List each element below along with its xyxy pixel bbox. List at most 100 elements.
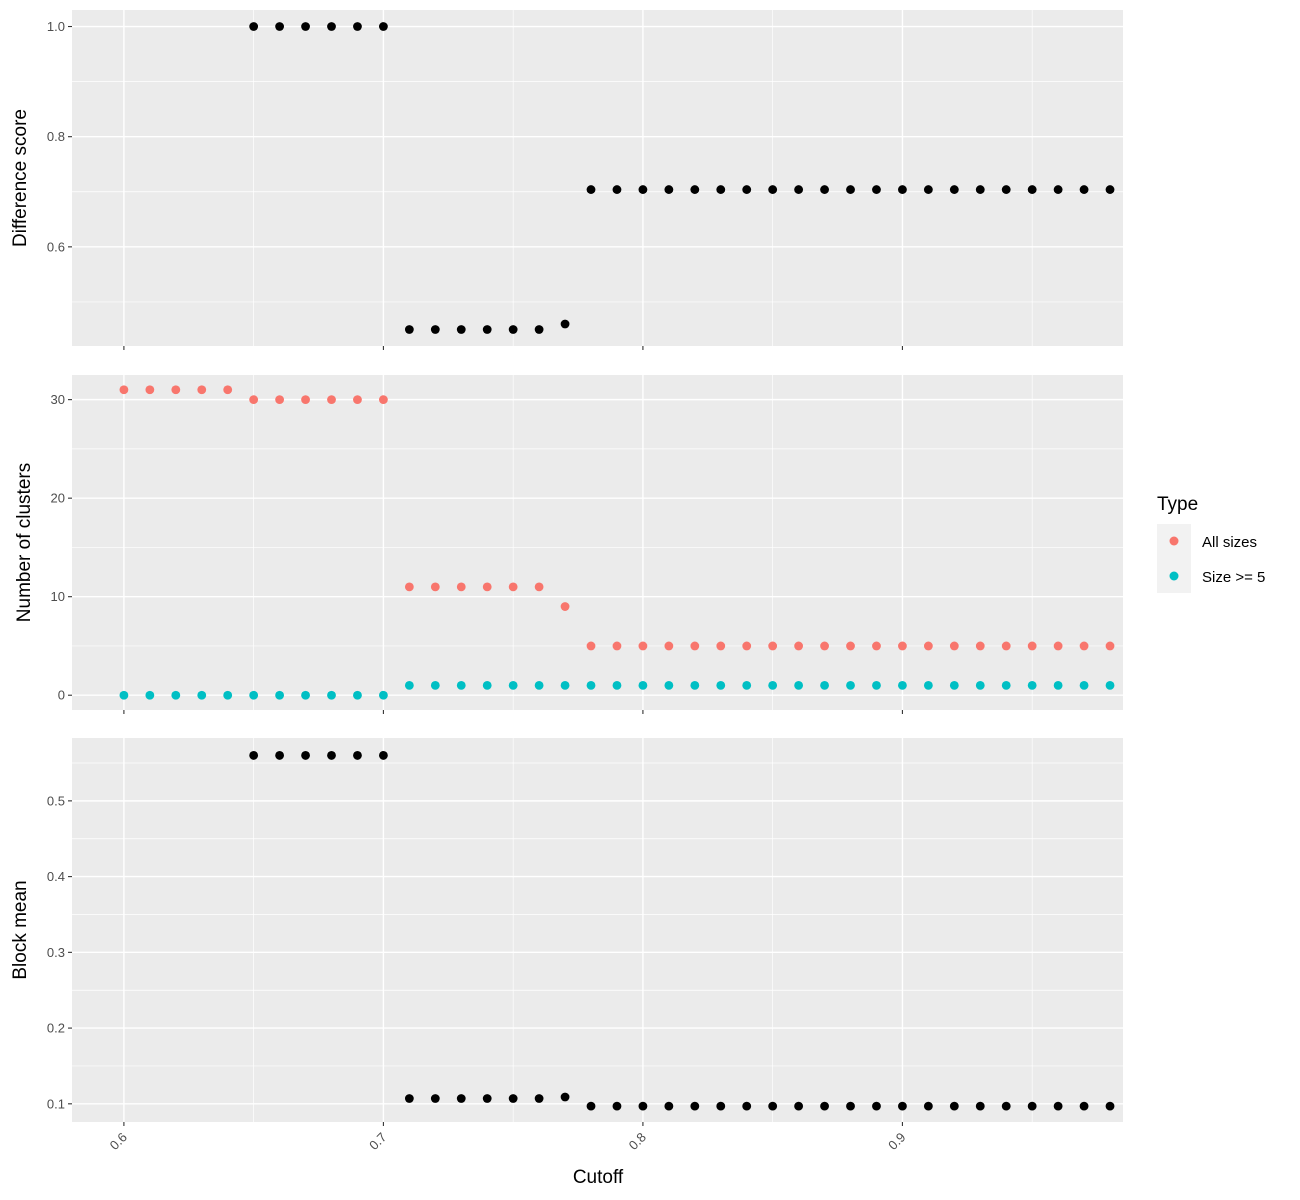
data-point (690, 1101, 700, 1111)
data-point (1001, 641, 1011, 651)
data-point (430, 680, 440, 690)
y-tick-label: 0.5 (47, 793, 65, 808)
data-point (716, 641, 726, 651)
data-point (690, 185, 700, 194)
data-point (923, 680, 933, 690)
data-point (560, 1092, 570, 1102)
data-point (716, 1101, 726, 1111)
data-point (975, 680, 985, 690)
data-point (353, 690, 362, 700)
data-point (379, 395, 388, 405)
data-point (171, 385, 181, 395)
panel-background (72, 738, 1123, 1122)
data-point (197, 385, 207, 395)
data-point (534, 325, 544, 334)
data-point (223, 385, 233, 395)
series-size-5 (119, 680, 1115, 700)
data-point (1027, 680, 1037, 690)
data-point (534, 1094, 544, 1103)
data-point (119, 690, 129, 700)
data-point (1079, 641, 1089, 651)
data-point (742, 1101, 752, 1111)
legend-key-all-sizes (1169, 536, 1179, 546)
x-tick-label: 0.9 (885, 1130, 908, 1153)
data-point (508, 325, 518, 334)
data-point (275, 22, 285, 31)
data-point (560, 319, 570, 329)
data-point (612, 680, 622, 690)
data-point (1027, 185, 1037, 194)
data-point (1079, 680, 1089, 690)
data-point (949, 680, 959, 690)
x-tick-label: 0.6 (107, 1130, 130, 1153)
data-point (482, 680, 492, 690)
data-point (1105, 680, 1115, 690)
y-tick-label: 0.3 (47, 945, 65, 960)
data-point (301, 751, 310, 760)
data-point (898, 1101, 907, 1111)
data-point (820, 680, 829, 690)
data-point (508, 582, 518, 592)
data-point (638, 185, 648, 194)
data-point (430, 1094, 440, 1103)
data-point (949, 641, 959, 651)
data-point (1053, 185, 1063, 194)
data-point (560, 602, 570, 611)
legend-label-size-ge-5: Size >= 5 (1202, 569, 1265, 586)
data-point (404, 1094, 414, 1103)
data-point (949, 185, 959, 194)
data-point (638, 1101, 648, 1111)
panel-background (72, 375, 1123, 710)
data-point (1105, 1101, 1115, 1111)
data-point (456, 582, 466, 592)
data-point (872, 1101, 881, 1111)
data-point (949, 1101, 959, 1111)
data-point (820, 185, 829, 194)
data-point (327, 22, 336, 31)
data-point (846, 680, 855, 690)
data-point (794, 641, 804, 651)
data-point (898, 185, 907, 194)
data-point (872, 641, 881, 651)
data-point (1053, 641, 1063, 651)
x-axis-title: Cutoff (573, 1167, 624, 1188)
y-tick-label: 0.6 (47, 239, 65, 254)
legend: Type All sizes Size >= 5 (1157, 494, 1265, 593)
data-point (846, 641, 855, 651)
data-point (197, 690, 207, 700)
data-point (404, 325, 414, 334)
data-point (923, 641, 933, 651)
y-tick-label: 20 (51, 491, 65, 506)
data-point (586, 185, 596, 194)
legend-label-all-sizes: All sizes (1202, 534, 1257, 551)
data-point (898, 641, 907, 651)
data-point (249, 751, 259, 760)
data-point (327, 690, 336, 700)
data-point (171, 690, 181, 700)
data-point (586, 641, 596, 651)
data-point (820, 641, 829, 651)
data-point (742, 185, 752, 194)
data-point (275, 751, 285, 760)
y-axis-title: Block mean (10, 880, 31, 979)
data-point (975, 185, 985, 194)
data-point (404, 582, 414, 592)
data-point (664, 641, 674, 651)
data-point (872, 185, 881, 194)
data-point (638, 641, 648, 651)
data-point (353, 22, 362, 31)
data-point (638, 680, 648, 690)
data-point (327, 395, 336, 405)
data-point (768, 185, 778, 194)
data-point (301, 22, 310, 31)
data-point (612, 1101, 622, 1111)
data-point (586, 1101, 596, 1111)
data-point (690, 641, 700, 651)
data-point (716, 680, 726, 690)
y-tick-label: 10 (51, 589, 65, 604)
data-point (275, 395, 285, 405)
data-point (794, 185, 804, 194)
series-points (249, 751, 1115, 1111)
legend-key-size-ge-5 (1169, 571, 1179, 581)
legend-title: Type (1157, 494, 1198, 515)
